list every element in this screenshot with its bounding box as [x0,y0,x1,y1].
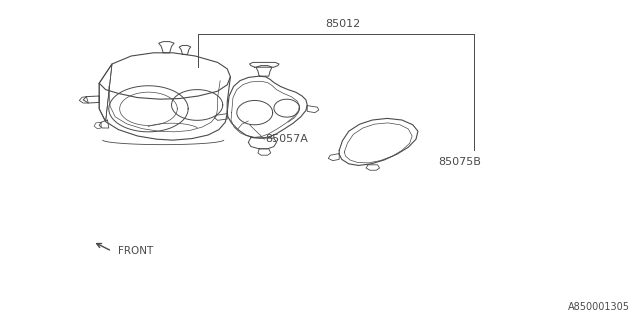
Text: 85057A: 85057A [266,134,308,144]
Text: 85075B: 85075B [438,156,481,167]
Text: A850001305: A850001305 [568,302,630,312]
Text: FRONT: FRONT [118,246,154,256]
Text: 85012: 85012 [324,19,360,29]
